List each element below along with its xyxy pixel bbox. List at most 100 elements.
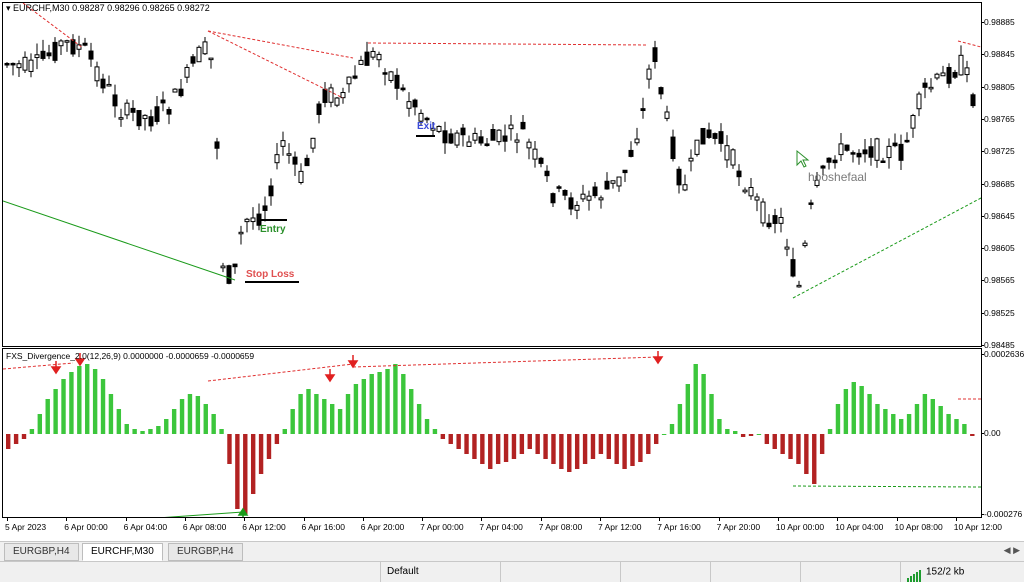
stop-loss-label: Stop Loss	[246, 269, 295, 280]
bear-candle	[856, 152, 862, 158]
negative-histogram-bar	[274, 434, 280, 444]
time-tick	[600, 518, 601, 521]
tab-scroll-arrows[interactable]: ◀ ▶	[1003, 545, 1020, 555]
bear-candle	[904, 139, 910, 143]
negative-histogram-bar	[788, 434, 793, 459]
bull-candle	[682, 184, 688, 191]
price-tick-label: 0.98845	[984, 49, 1015, 60]
positive-histogram-bar	[661, 434, 667, 435]
bear-candle	[316, 103, 322, 115]
price-axis: 0.98885 0.98845 0.98805 0.98765 0.98725 0.986…	[981, 2, 1024, 350]
tab-eurgbp-h4-2[interactable]: EURGBP,H4	[168, 543, 243, 561]
positive-histogram-bar	[377, 372, 382, 434]
price-tick	[981, 280, 984, 282]
indicator-tick	[981, 433, 984, 434]
bear-candle	[712, 133, 718, 139]
ohlc-values: 0.98287 0.98296 0.98265 0.98272	[72, 3, 210, 13]
time-tick-label: 6 Apr 08:00	[182, 522, 227, 532]
time-tick-label: 10 Apr 04:00	[835, 522, 884, 532]
bullish-divergence-line	[792, 197, 981, 299]
positive-histogram-bar	[883, 409, 888, 434]
positive-histogram-bar	[677, 404, 683, 434]
time-tick	[896, 518, 898, 521]
positive-histogram-bar	[211, 414, 216, 434]
time-tick-label: 10 Apr 08:00	[894, 522, 943, 532]
positive-histogram-bar	[53, 389, 58, 434]
positive-histogram-bar	[725, 429, 730, 434]
bull-candle	[784, 246, 790, 250]
positive-histogram-bar	[314, 394, 319, 434]
bear-candle	[292, 156, 298, 165]
positive-histogram-bar	[685, 384, 691, 434]
bull-candle	[730, 149, 736, 166]
bull-candle	[574, 204, 580, 211]
bear-candle	[4, 62, 10, 66]
bull-candle	[508, 124, 514, 130]
positive-histogram-bar	[891, 414, 896, 434]
bear-candle	[922, 82, 928, 88]
chart-menu-icon[interactable]: ▾	[6, 3, 11, 13]
negative-histogram-bar	[606, 434, 611, 459]
positive-histogram-bar	[171, 409, 177, 434]
positive-histogram-bar	[116, 409, 122, 434]
positive-histogram-bar	[859, 386, 864, 434]
negative-histogram-bar	[567, 434, 572, 472]
bull-candle	[142, 114, 148, 120]
negative-histogram-bar	[480, 434, 485, 464]
positive-histogram-bar	[77, 366, 82, 434]
negative-histogram-bar	[772, 434, 777, 449]
bear-candle	[592, 186, 598, 197]
positive-histogram-bar	[954, 419, 959, 434]
positive-histogram-bar	[179, 399, 185, 434]
bull-candle	[694, 139, 700, 155]
negative-histogram-bar	[590, 434, 596, 459]
negative-histogram-bar	[812, 434, 817, 484]
bear-candle	[892, 142, 898, 147]
time-tick	[718, 518, 720, 521]
bear-candle	[556, 186, 562, 189]
positive-histogram-bar	[306, 389, 311, 434]
negative-histogram-bar	[638, 434, 643, 462]
negative-histogram-bar	[574, 434, 580, 469]
positive-histogram-bar	[393, 364, 398, 434]
time-tick-label: 6 Apr 20:00	[360, 522, 405, 532]
time-tick-label: 7 Apr 16:00	[657, 522, 701, 532]
bear-candle	[382, 72, 388, 75]
positive-histogram-bar	[61, 379, 66, 434]
bull-candle	[940, 72, 946, 77]
price-tick	[981, 54, 984, 56]
cursor-icon	[796, 149, 810, 168]
price-chart[interactable]: Entry Stop Loss Exit hooshefaal	[2, 2, 982, 347]
bear-candle	[766, 222, 772, 228]
price-tick-label: 0.98485	[984, 340, 1015, 350]
bull-candle	[298, 170, 304, 183]
tab-eurchf-m30[interactable]: EURCHF,M30	[82, 543, 163, 561]
bull-candle	[208, 57, 214, 61]
bearish-arrow-icon	[50, 361, 62, 375]
negative-histogram-bar	[764, 434, 770, 444]
positive-histogram-bar	[124, 424, 129, 434]
positive-histogram-bar	[424, 419, 430, 434]
bull-candle	[586, 195, 592, 201]
bear-candle	[970, 94, 976, 107]
negative-histogram-bar	[630, 434, 635, 466]
bearish-divergence-line-2	[207, 30, 344, 99]
positive-histogram-bar	[843, 389, 849, 434]
price-tick-label: 0.98805	[984, 81, 1015, 92]
bull-candle	[802, 242, 808, 247]
time-tick	[540, 518, 542, 521]
chart-header: ▾ EURCHF,M30 0.98287 0.98296 0.98265 0.9…	[6, 3, 210, 14]
positive-histogram-bar	[867, 394, 872, 434]
exit-label: Exit	[417, 121, 436, 132]
positive-histogram-bar	[693, 364, 698, 434]
tab-eurgbp-h4[interactable]: EURGBP,H4	[4, 543, 79, 561]
connection-bars-icon	[907, 562, 922, 582]
positive-histogram-bar	[946, 414, 951, 434]
bear-candle	[718, 131, 724, 144]
time-tick	[7, 518, 8, 521]
indicator-pane[interactable]	[2, 348, 982, 518]
bear-candle	[946, 67, 952, 84]
positive-histogram-bar	[930, 399, 935, 434]
positive-histogram-bar	[29, 429, 35, 434]
bull-candle	[64, 40, 70, 43]
